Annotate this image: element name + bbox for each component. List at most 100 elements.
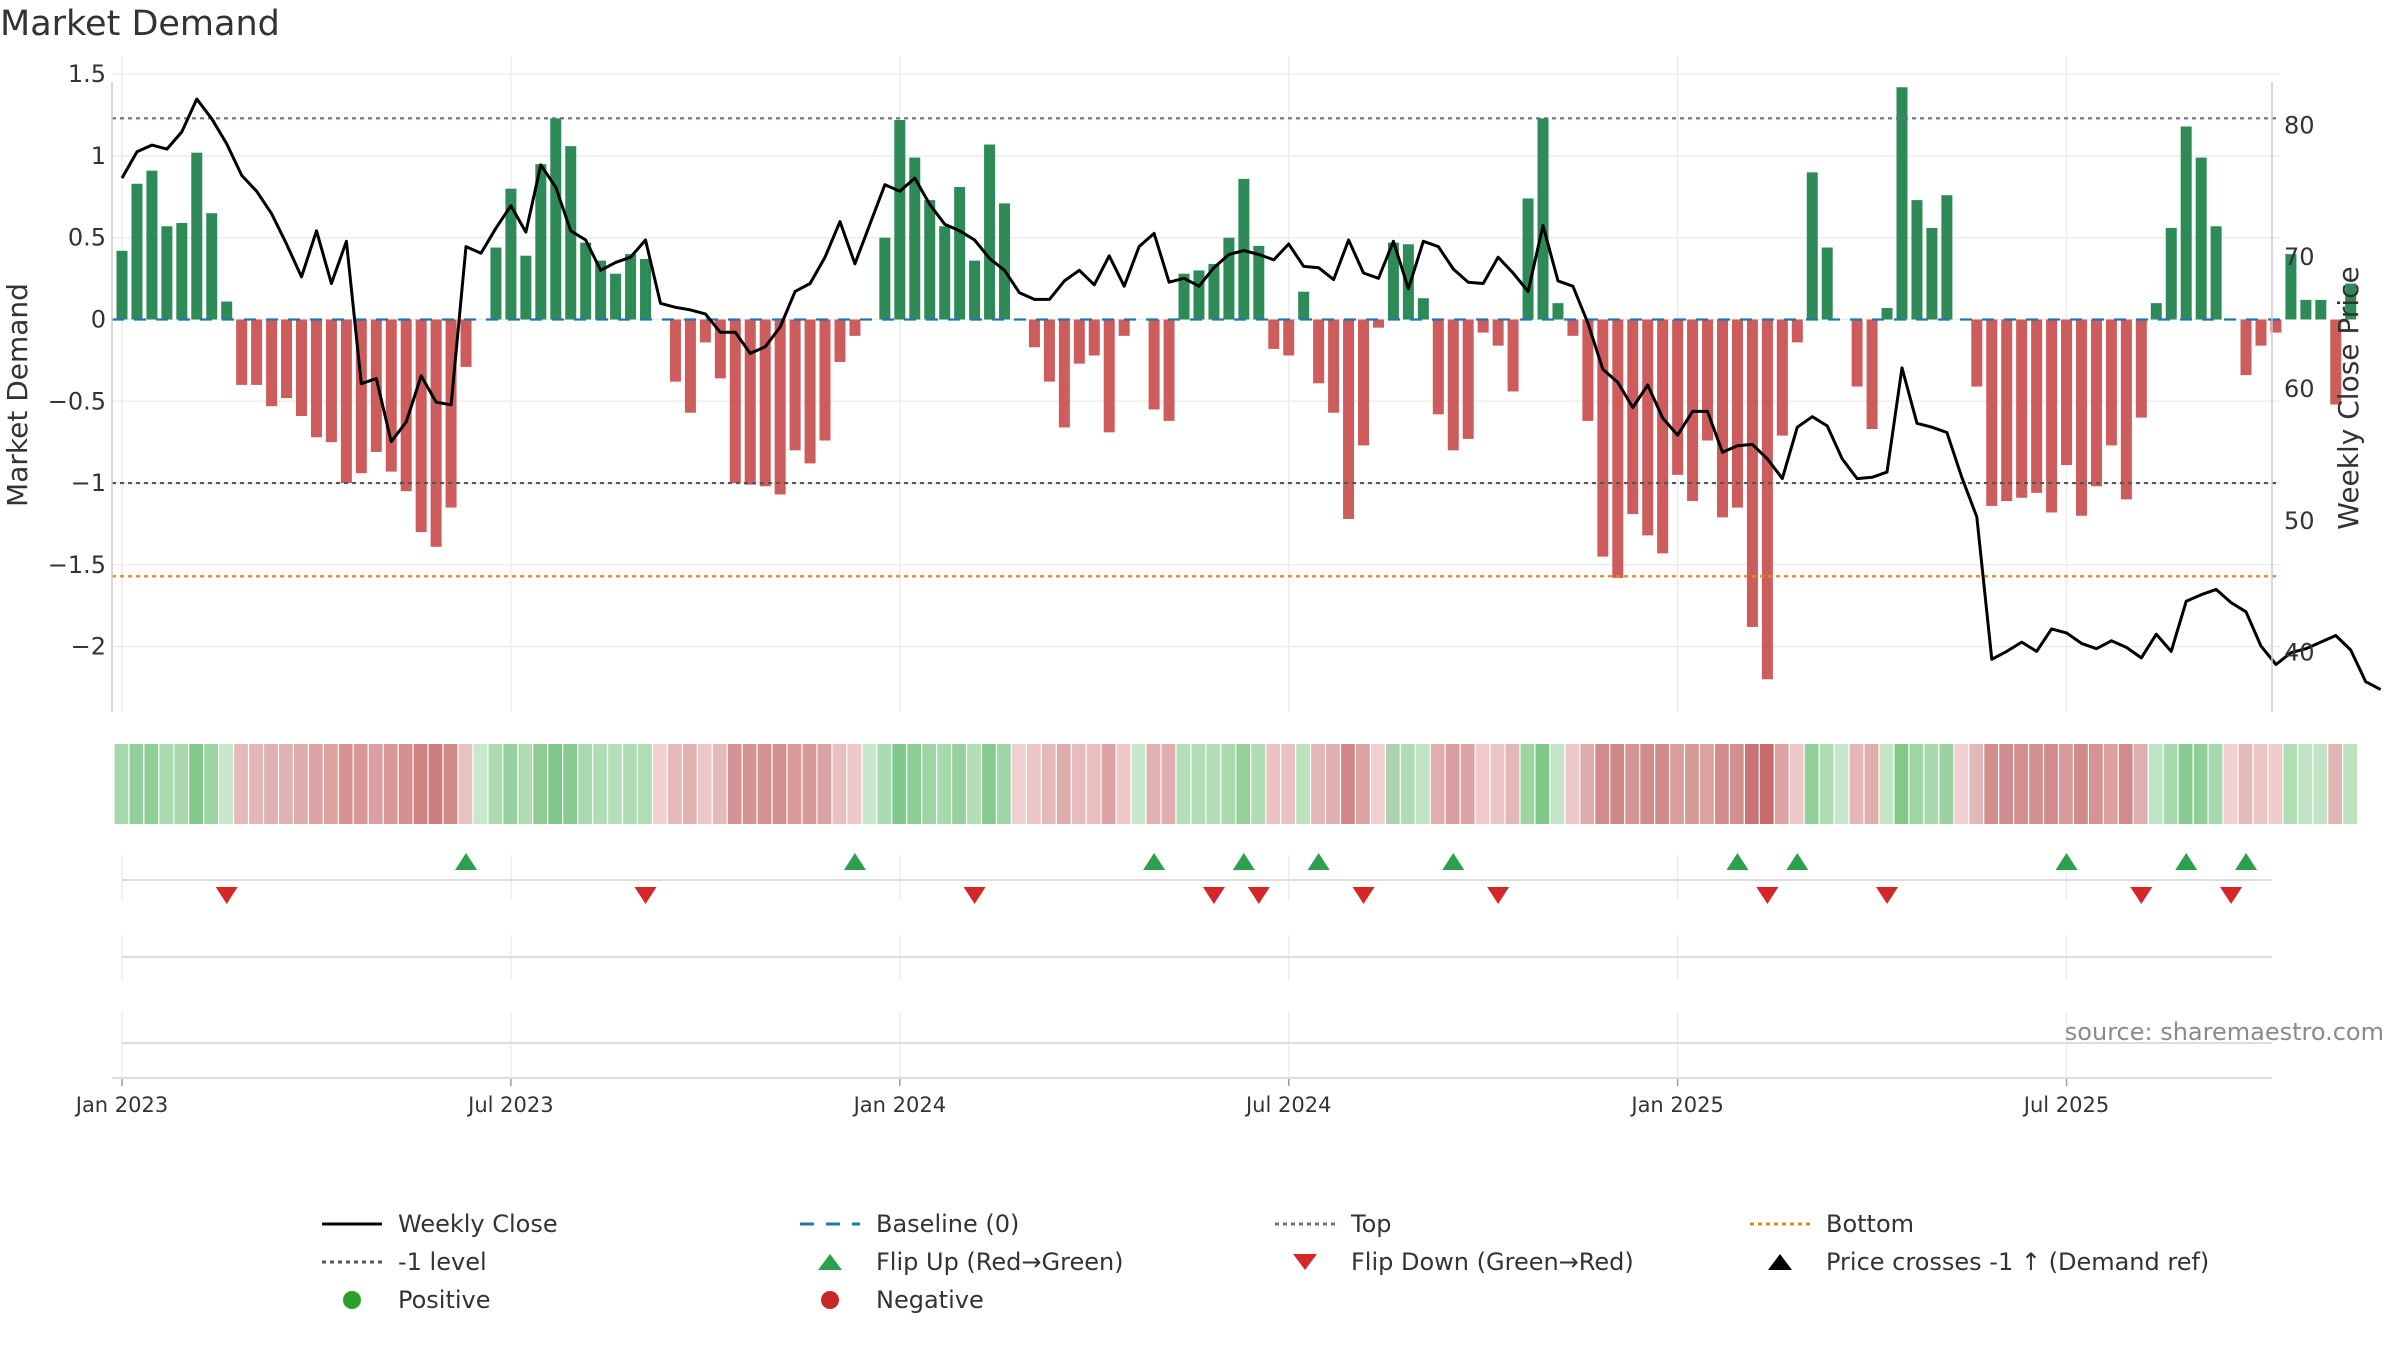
strip-cell <box>1385 744 1400 824</box>
demand-bar <box>1642 319 1654 536</box>
flip-up-marker <box>1442 853 1465 870</box>
demand-bar <box>1552 303 1564 320</box>
demand-bar <box>1821 247 1833 320</box>
demand-bar <box>1926 227 1938 320</box>
strip-cell <box>757 744 772 824</box>
strip-cell <box>2088 744 2103 824</box>
strip-cell <box>2298 744 2313 824</box>
strip-cell <box>174 744 189 824</box>
strip-cell <box>982 744 996 824</box>
demand-bar <box>1806 172 1818 320</box>
legend-line-dotted-icon <box>322 1260 382 1264</box>
strip-cell <box>653 744 667 824</box>
strip-cell <box>279 744 293 824</box>
strip-cell <box>533 744 548 824</box>
strip-cell <box>383 744 398 824</box>
strip-cell <box>2163 744 2178 824</box>
strip-cell <box>1356 744 1370 824</box>
demand-bar <box>310 319 322 438</box>
demand-bar <box>1073 319 1085 364</box>
reference-lines <box>112 117 2280 578</box>
demand-bar <box>116 250 128 320</box>
demand-bar <box>490 247 502 320</box>
strip-cell <box>353 744 368 824</box>
strip-cell <box>1326 744 1340 824</box>
demand-bar <box>1178 273 1190 320</box>
strip-cell <box>1954 744 1969 824</box>
demand-bar <box>2016 319 2028 498</box>
demand-bar <box>445 319 457 508</box>
strip-cell <box>294 744 308 824</box>
strip-cell <box>682 744 697 824</box>
demand-bar <box>2120 319 2132 500</box>
strip-cell <box>1969 744 1984 824</box>
demand-bar <box>580 242 592 320</box>
demand-bar <box>1672 319 1684 475</box>
y-tick-label: 1 <box>91 142 106 170</box>
legend-item-baseline: Baseline (0) <box>800 1206 1019 1242</box>
strip-cell <box>817 744 832 824</box>
demand-bar <box>744 319 756 485</box>
strip-cell <box>1834 744 1849 824</box>
strip-cell <box>2178 744 2193 824</box>
strip-cell <box>877 744 892 824</box>
flip-down-marker <box>634 887 657 904</box>
strip-cell <box>1939 744 1954 824</box>
strip-cell <box>862 744 877 824</box>
demand-bar <box>1223 237 1235 320</box>
demand-bar <box>2075 319 2087 516</box>
demand-bar <box>1657 319 1669 554</box>
strip-cell <box>1445 744 1460 824</box>
demand-bar <box>1447 319 1459 451</box>
demand-bar <box>999 203 1011 320</box>
flip-up-marker <box>2055 853 2078 870</box>
demand-bar <box>385 319 397 472</box>
strip-cell <box>787 744 802 824</box>
strip-cell <box>503 744 518 824</box>
strip-cell <box>937 744 951 824</box>
strip-cell <box>832 744 847 824</box>
demand-bar <box>669 319 681 382</box>
strip-cell <box>2059 744 2073 824</box>
legend-line-dotted-icon <box>1275 1222 1335 1226</box>
strip-cell <box>2343 744 2358 824</box>
demand-bar <box>2061 319 2073 466</box>
strip-cell <box>2118 744 2133 824</box>
demand-bar <box>2135 319 2147 418</box>
strip-cell <box>1206 744 1221 824</box>
y-axis-label: Market Demand <box>1 283 34 507</box>
strip-cell <box>159 744 174 824</box>
demand-bar <box>1432 319 1444 415</box>
legend: Weekly Close Baseline (0) Top Bottom -1 … <box>310 1206 2230 1326</box>
strip-cell <box>1670 744 1684 824</box>
legend-item-bottom: Bottom <box>1750 1206 1914 1242</box>
demand-bar <box>2210 226 2222 320</box>
strip-cell <box>1550 744 1565 824</box>
strip-cell <box>234 744 248 824</box>
flip-down-marker <box>2220 887 2243 904</box>
strip-cell <box>847 744 862 824</box>
demand-bar <box>1567 319 1579 336</box>
strip-cell <box>219 744 233 824</box>
source-credit: source: sharemaestro.com <box>2064 1018 2384 1046</box>
demand-bar <box>2180 126 2192 320</box>
demand-bar <box>251 319 263 385</box>
flip-up-marker <box>2235 853 2258 870</box>
strip-cell <box>1909 744 1924 824</box>
strip-cell <box>1715 744 1729 824</box>
strip-cell <box>638 744 652 824</box>
strip-cell <box>1924 744 1939 824</box>
demand-bar <box>1118 319 1130 336</box>
demand-bar <box>355 319 367 474</box>
demand-bar <box>1537 118 1549 320</box>
y2-tick-label: 70 <box>2284 243 2315 271</box>
strip-cell <box>1655 744 1669 824</box>
demand-bar <box>281 319 293 398</box>
strip-cell <box>443 744 458 824</box>
triangle-down-icon <box>1293 1254 1317 1270</box>
demand-bar <box>2300 299 2312 320</box>
legend-label: Weekly Close <box>398 1210 558 1238</box>
flip-down-marker <box>1487 887 1510 904</box>
y-tick-label: 1.5 <box>68 60 106 88</box>
